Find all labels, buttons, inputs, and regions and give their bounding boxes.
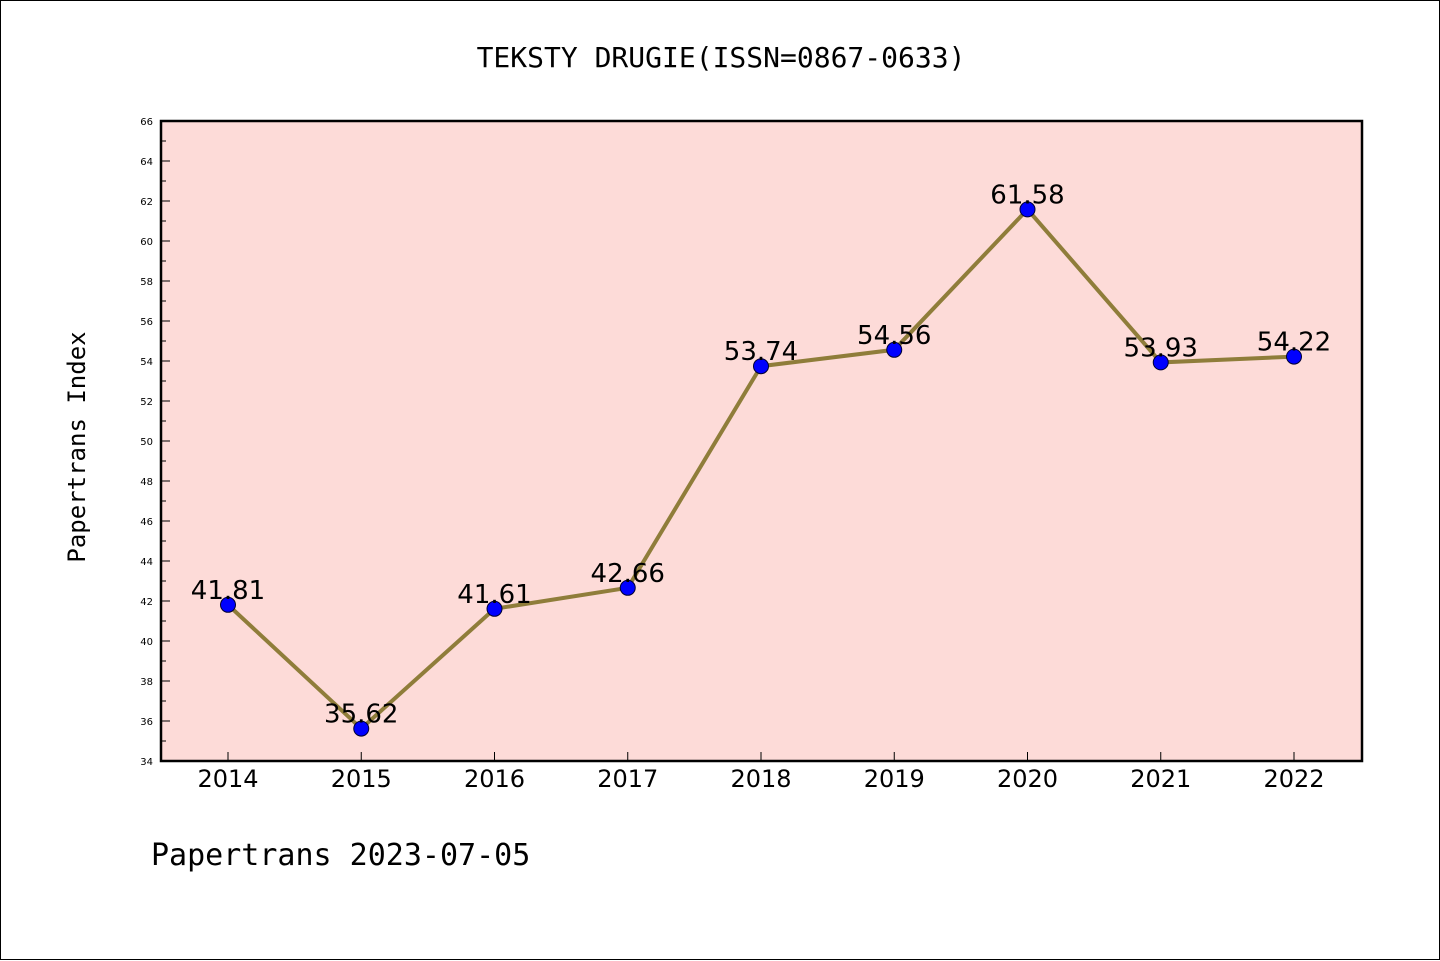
data-point-2014 — [220, 596, 236, 613]
data-label-2022: 54.22 — [1257, 328, 1331, 358]
x-tick-label: 2018 — [730, 765, 791, 793]
y-tick-label: 34 — [140, 757, 153, 768]
data-label-2015: 35.62 — [324, 700, 398, 730]
data-point-2020 — [1019, 201, 1036, 218]
data-point-2015 — [353, 720, 370, 737]
data-point-2018 — [753, 358, 769, 375]
data-point-2022 — [1286, 348, 1302, 365]
x-tick-label: 2021 — [1130, 765, 1191, 793]
data-label-2019: 54.56 — [857, 321, 931, 351]
data-label-2017: 42.66 — [591, 559, 665, 589]
y-tick-label: 48 — [140, 477, 153, 488]
y-tick-label: 66 — [140, 117, 153, 128]
x-tick-label: 2017 — [597, 765, 658, 793]
footer-date: Papertrans 2023-07-05 — [151, 838, 530, 873]
data-point-2019 — [886, 341, 903, 358]
y-tick-label: 46 — [140, 517, 153, 528]
y-tick-label: 36 — [140, 717, 153, 728]
y-tick-label: 44 — [140, 557, 153, 568]
y-tick-label: 42 — [140, 597, 153, 608]
chart-title: TEKSTY DRUGIE(ISSN=0867-0633) — [477, 41, 966, 74]
plot-area — [159, 119, 1364, 763]
x-tick-label: 2015 — [331, 765, 392, 793]
data-label-2018: 53.74 — [724, 337, 798, 367]
y-tick-label: 50 — [140, 437, 153, 448]
x-tick-label: 2020 — [997, 765, 1058, 793]
y-tick-label: 64 — [140, 157, 153, 168]
x-axis: 2014 2015 2016 2017 2018 2019 2020 2021 2022 — [197, 752, 1325, 793]
x-tick-label: 2014 — [197, 765, 258, 793]
y-tick-label: 58 — [140, 277, 153, 288]
y-tick-label: 56 — [140, 317, 153, 328]
y-tick-label: 38 — [140, 677, 153, 688]
data-point-2021 — [1152, 354, 1169, 371]
y-tick-label: 54 — [140, 357, 153, 368]
data-point-2017 — [619, 579, 636, 596]
y-tick-label: 62 — [140, 197, 153, 208]
y-axis-title: Papertrans Index — [63, 331, 91, 562]
y-tick-label: 60 — [140, 237, 153, 248]
x-tick-label: 2016 — [464, 765, 525, 793]
y-tick-label: 52 — [140, 397, 153, 408]
data-label-2014: 41.81 — [191, 576, 265, 606]
x-tick-label: 2022 — [1263, 765, 1324, 793]
data-labels: 41.81 35.62 41.61 42.66 53.74 54.56 61.58 53.93… — [191, 180, 1331, 729]
data-label-2020: 61.58 — [990, 180, 1064, 210]
y-axis: 34 36 38 40 42 44 46 48 50 52 54 56 58 60 62 64 66 — [140, 117, 170, 768]
x-tick-label: 2019 — [864, 765, 925, 793]
y-tick-label: 40 — [140, 637, 153, 648]
data-label-2021: 53.93 — [1124, 333, 1198, 363]
data-label-2016: 41.61 — [457, 580, 531, 610]
data-markers — [220, 201, 1302, 737]
data-point-2016 — [486, 600, 503, 617]
